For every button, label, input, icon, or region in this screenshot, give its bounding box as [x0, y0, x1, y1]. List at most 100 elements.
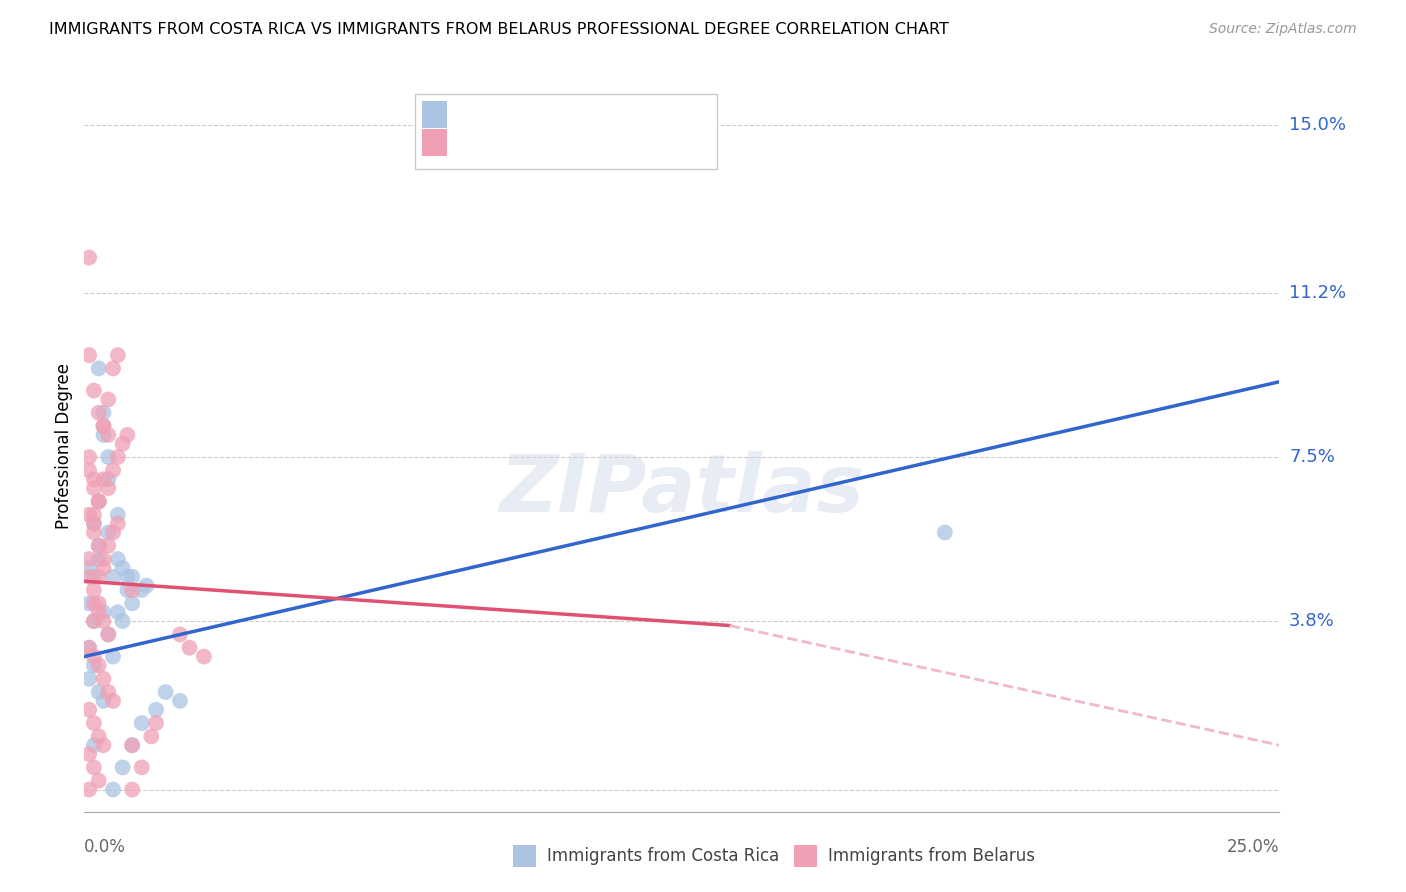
Point [145, 703, 167, 717]
Point [77, 508, 100, 522]
Text: ZIPatlas: ZIPatlas [499, 450, 865, 529]
Point [131, 716, 153, 731]
Point [101, 525, 124, 540]
Point [107, 348, 129, 362]
Point [97, 450, 120, 464]
Point [169, 627, 191, 641]
Point [87, 658, 110, 673]
Point [101, 649, 124, 664]
Point [83, 760, 105, 774]
Point [83, 516, 105, 531]
Point [87, 539, 110, 553]
Point [87, 685, 110, 699]
Point [101, 782, 124, 797]
Point [83, 614, 105, 628]
Point [93, 419, 115, 434]
Point [87, 406, 110, 420]
Point [77, 348, 100, 362]
Point [93, 406, 115, 420]
Point [101, 463, 124, 477]
Text: 15.0%: 15.0% [1289, 116, 1346, 134]
Point [83, 738, 105, 752]
Point [77, 463, 100, 477]
Point [179, 640, 201, 655]
Point [83, 516, 105, 531]
Text: 25.0%: 25.0% [1227, 838, 1279, 856]
Point [97, 481, 120, 495]
Point [93, 561, 115, 575]
Point [97, 392, 120, 407]
Point [141, 730, 163, 744]
Point [87, 494, 110, 508]
Text: 0.0%: 0.0% [84, 838, 127, 856]
Point [97, 539, 120, 553]
Text: R = -0.081   N = 65: R = -0.081 N = 65 [457, 140, 664, 158]
Point [87, 539, 110, 553]
Point [87, 361, 110, 376]
Point [93, 552, 115, 566]
Point [145, 716, 167, 731]
Point [77, 782, 100, 797]
Point [93, 694, 115, 708]
Point [131, 760, 153, 774]
Point [83, 570, 105, 584]
Point [121, 738, 143, 752]
Point [77, 640, 100, 655]
Point [77, 703, 100, 717]
Point [97, 627, 120, 641]
Point [101, 361, 124, 376]
Point [87, 570, 110, 584]
Point [77, 450, 100, 464]
Point [87, 494, 110, 508]
Point [87, 494, 110, 508]
Point [169, 694, 191, 708]
Point [77, 552, 100, 566]
Point [93, 428, 115, 442]
Point [107, 450, 129, 464]
Point [77, 570, 100, 584]
Point [77, 596, 100, 610]
Text: 7.5%: 7.5% [1289, 448, 1334, 467]
Point [101, 570, 124, 584]
Point [155, 685, 177, 699]
Point [97, 525, 120, 540]
Text: R =  0.228   N = 43: R = 0.228 N = 43 [457, 112, 664, 129]
Point [111, 760, 134, 774]
Point [87, 773, 110, 788]
Point [83, 658, 105, 673]
Point [83, 596, 105, 610]
Point [97, 428, 120, 442]
Point [193, 649, 215, 664]
Point [121, 570, 143, 584]
Point [93, 738, 115, 752]
Point [934, 525, 956, 540]
Point [97, 472, 120, 486]
Point [121, 596, 143, 610]
Point [77, 747, 100, 761]
Point [93, 672, 115, 686]
Point [117, 583, 139, 598]
Point [77, 672, 100, 686]
Point [83, 384, 105, 398]
Point [121, 583, 143, 598]
Point [93, 605, 115, 619]
Text: Immigrants from Costa Rica: Immigrants from Costa Rica [547, 847, 779, 865]
Text: 3.8%: 3.8% [1289, 612, 1334, 630]
Point [83, 649, 105, 664]
Point [107, 516, 129, 531]
Point [83, 481, 105, 495]
Point [97, 685, 120, 699]
Point [83, 716, 105, 731]
Point [83, 472, 105, 486]
Point [121, 738, 143, 752]
Point [87, 552, 110, 566]
Point [131, 583, 153, 598]
Text: Immigrants from Belarus: Immigrants from Belarus [828, 847, 1035, 865]
Point [107, 605, 129, 619]
Point [93, 614, 115, 628]
Point [93, 419, 115, 434]
Point [83, 525, 105, 540]
Point [101, 694, 124, 708]
Point [87, 730, 110, 744]
Point [77, 251, 100, 265]
